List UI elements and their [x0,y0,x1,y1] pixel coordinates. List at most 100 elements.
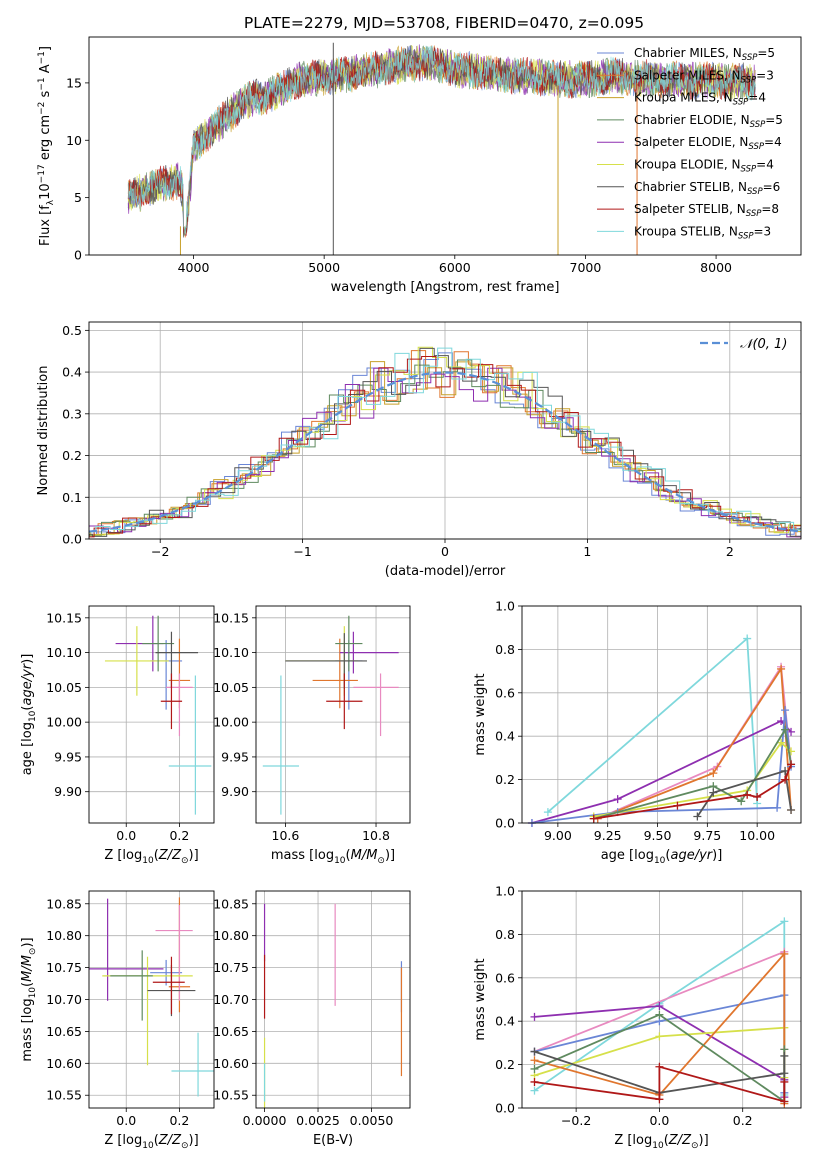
x-tick-label: 10.6 [272,828,300,843]
x-tick-label: 0.0 [649,1113,669,1128]
weight_vs_Z-series [530,917,789,1108]
x-tick-label: 4000 [178,260,210,275]
weight-marker [737,797,746,806]
residual-frame [88,321,802,540]
age_vs_Z-points [104,615,212,815]
x-tick-label: 0.0 [116,1113,136,1128]
weight-marker [693,812,702,821]
age_vs_mass-points [262,615,399,815]
y-tick-label: 10.85 [213,896,249,911]
y-tick-label: 9.90 [54,784,82,799]
y-tick-label: 10.65 [46,1024,82,1039]
weight-marker [655,1095,664,1104]
y-tick-label: 0.2 [495,772,515,787]
mass_vs_Z-x-label: Z [log10(Z/Z⊙)] [104,1133,198,1151]
y-tick-label: 9.90 [221,784,249,799]
y-tick-label: 0.5 [62,323,82,338]
weight-marker [780,917,789,926]
weight-line [593,764,792,820]
weight-marker [673,801,682,810]
x-tick-label: 0.0025 [296,1113,340,1128]
weight-line [593,741,792,818]
legend-entry: Salpeter ELODIE, NSSP=4 [634,135,782,152]
weight_vs_Z-y-label: mass weight [473,958,488,1040]
axes-mass_vs_Z: 0.0 0.2 10.55 10.60 10.65 10.70 10.75 10.80 10.8… [46,891,214,1128]
weight-marker [589,814,598,823]
y-tick-label: 10.85 [46,896,82,911]
age_vs_Z-y-label: age [log10(age/yr)] [20,654,38,776]
x-tick-label: 9.50 [644,828,672,843]
weight-marker [530,1064,539,1073]
weight-marker [753,792,762,801]
legend-entry: Salpeter STELIB, NSSP=8 [634,202,779,219]
weight_vs_age-x-label: age [log10(age/yr)] [601,848,723,866]
weight-marker [780,949,789,958]
y-tick-label: 10.60 [46,1056,82,1071]
weight-marker [709,788,718,797]
x-tick-label: 5000 [308,260,340,275]
legend-entry: Salpeter MILES, NSSP=3 [634,68,774,85]
y-tick-label: 10.05 [213,680,249,695]
weight-marker [655,1002,664,1011]
normal-curve [89,371,801,533]
y-tick-label: 0.3 [62,406,82,421]
weight_vs_Z-x-label: Z [log10(Z/Z⊙)] [614,1133,708,1151]
y-tick-label: 10.70 [213,992,249,1007]
mass_vs_EBV-points [263,903,403,1108]
x-tick-label: 10.8 [362,828,390,843]
axes-residuals: −2 −1 0 1 2 0.0 0.1 0.2 0.3 0.4 0.5 [62,322,801,559]
y-tick-label: 10.80 [46,928,82,943]
x-tick-label: −2 [151,544,169,559]
x-tick-label: 0.2 [169,828,189,843]
weight_vs_age-frame [521,605,802,824]
residual-x-label: (data-model)/error [385,564,506,579]
weight-marker [777,738,786,747]
residual-histogram [89,347,801,533]
spectrum-lines [127,42,756,255]
x-tick-label: 9.25 [594,828,622,843]
spectrum-legend: Chabrier MILES, NSSP=5 Salpeter MILES, NS… [597,46,783,241]
residual-histogram [89,347,801,537]
axes-age_vs_mass: 10.6 10.8 9.90 9.95 10.00 10.05 10.10 10.15 [213,606,410,843]
axes-weight_vs_age: 9.00 9.25 9.50 9.75 10.00 0.0 0.2 0.4 0.6 0.8 1.0 [495,599,801,843]
y-tick-label: 10.00 [46,715,82,730]
y-tick-label: 0.0 [495,816,515,831]
y-tick-label: 0.0 [495,1101,515,1116]
weight-marker [780,1051,789,1060]
y-tick-label: 0.2 [62,448,82,463]
legend-entry: Kroupa MILES, NSSP=4 [634,91,766,108]
x-tick-label: −0.2 [561,1113,591,1128]
weight-marker [787,805,796,814]
legend-entry: Chabrier STELIB, NSSP=6 [634,180,780,197]
weight-line [547,636,759,813]
residual-histogram [89,346,801,536]
residual-histogram [89,356,801,538]
weight-line [534,951,786,1104]
age_vs_Z-frame [88,605,215,824]
y-tick-label: 10.10 [46,645,82,660]
y-tick-label: 0.8 [495,927,515,942]
x-tick-label: 6000 [439,260,471,275]
weight-marker [543,808,552,817]
weight-marker [530,1047,539,1056]
x-tick-label: 0.2 [169,1113,189,1128]
y-tick-label: 0.6 [495,970,515,985]
y-tick-label: 15 [66,75,82,90]
y-tick-label: 1.0 [495,884,515,899]
y-tick-label: 10.55 [46,1088,82,1103]
legend-entry: Chabrier ELODIE, NSSP=5 [634,113,783,130]
y-tick-label: 10.05 [46,680,82,695]
x-tick-label: 9.75 [693,828,721,843]
weight_vs_Z-frame [521,890,802,1109]
weight-marker [780,1097,789,1106]
mass_vs_EBV-frame [255,890,411,1109]
weight-marker [777,664,786,673]
weight_vs_age-series [527,634,796,827]
x-tick-label: 7000 [570,260,602,275]
x-tick-label: 0 [441,544,449,559]
y-tick-label: 0.2 [495,1057,515,1072]
x-tick-label: 10.00 [739,828,775,843]
mass_vs_EBV-x-label: E(B-V) [313,1133,353,1148]
